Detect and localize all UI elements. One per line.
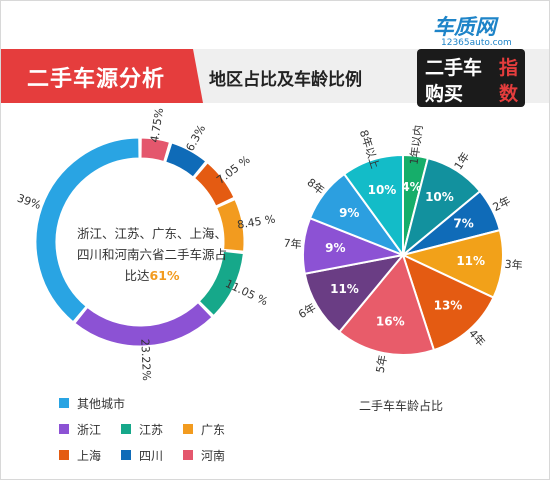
donut-label-浙江: 23.22%	[138, 339, 153, 381]
pie-value-2年: 7%	[453, 217, 473, 231]
donut-label-其他城市: 39%	[15, 192, 42, 212]
legend-swatch	[59, 450, 69, 460]
pie-value-7年: 9%	[325, 241, 345, 255]
donut-center-text: 浙江、江苏、广东、上海、四川和河南六省二手车源占比达61%	[77, 223, 227, 286]
pie-slice-5年	[337, 252, 436, 356]
logo-badge: 二手车 购买 指 数	[417, 49, 525, 107]
page-subtitle: 地区占比及车龄比例	[209, 70, 362, 90]
pie-value-6年: 11%	[330, 282, 359, 296]
pie-slice-3年	[400, 228, 504, 299]
logo-site-name: 车质网	[433, 15, 496, 39]
pie-slice-4年	[401, 253, 495, 352]
logo-line1: 二手车	[425, 57, 483, 79]
legend-label: 江苏	[139, 422, 164, 437]
page-title: 二手车源分析	[27, 67, 166, 92]
pie-caption: 二手车车龄占比	[358, 399, 443, 413]
pie-category-3年: 3年	[504, 257, 523, 273]
legend-label: 河南	[201, 448, 226, 463]
legend-swatch	[183, 450, 193, 460]
logo-line2-accent: 数	[499, 83, 519, 105]
legend-label: 广东	[201, 422, 226, 437]
legend-swatch	[121, 450, 131, 460]
legend-swatch	[59, 398, 69, 408]
pie-slice-8年以上	[342, 153, 404, 259]
pie-value-1年以内: 4%	[401, 180, 421, 194]
donut-slice-河南	[140, 137, 171, 163]
donut-center-highlight: 61%	[149, 268, 180, 283]
pie-value-8年以上: 10%	[368, 183, 397, 197]
donut-label-四川: 6.3%	[183, 123, 208, 154]
legend-item: 广东	[183, 422, 226, 437]
legend-item: 浙江	[59, 422, 102, 437]
donut-legend: 其他城市浙江 江苏 广东上海 四川 河南	[59, 396, 259, 476]
legend-label: 四川	[139, 448, 164, 463]
donut-slice-浙江	[74, 302, 213, 347]
logo-line1-accent: 指	[499, 57, 519, 79]
legend-swatch	[183, 424, 193, 434]
pie-value-5年: 16%	[376, 314, 405, 328]
legend-item: 上海	[59, 448, 102, 463]
logo-line2: 购买	[425, 83, 464, 105]
pie-value-3年: 11%	[456, 254, 485, 268]
pie-value-4年: 13%	[434, 299, 463, 313]
legend-label: 浙江	[77, 422, 102, 437]
donut-label-广东: 8.45 %	[236, 212, 276, 231]
donut-slice-其他城市	[35, 137, 140, 323]
legend-item: 四川	[121, 448, 164, 463]
pie-value-8年: 9%	[339, 206, 359, 220]
donut-label-河南: 4.75%	[148, 107, 166, 143]
pie-category-7年: 7年	[283, 236, 302, 252]
pie-slice-6年	[303, 253, 406, 334]
header-title-background	[1, 49, 203, 103]
pie-category-5年: 5年	[373, 354, 390, 374]
donut-slice-四川	[165, 142, 207, 178]
brand-logo: 车质网 12365auto.com 二手车 购买 指 数	[415, 11, 535, 109]
legend-swatch	[59, 424, 69, 434]
donut-label-上海: 7.05 %	[214, 153, 252, 187]
donut-slice-广东	[216, 199, 245, 252]
legend-label: 其他城市	[77, 396, 126, 411]
donut-slice-上海	[193, 162, 235, 207]
donut-slice-江苏	[198, 250, 244, 317]
legend-label: 上海	[77, 448, 102, 463]
legend-swatch	[121, 424, 131, 434]
legend-item: 河南	[183, 448, 226, 463]
pie-category-1年以内: 1年以内	[406, 124, 425, 165]
pie-value-1年: 10%	[425, 190, 454, 204]
logo-url: 12365auto.com	[441, 38, 512, 48]
donut-center-description: 浙江、江苏、广东、上海、四川和河南六省二手车源占比达	[77, 226, 228, 283]
legend-item: 江苏	[121, 422, 164, 437]
legend-item: 其他城市	[59, 396, 126, 411]
